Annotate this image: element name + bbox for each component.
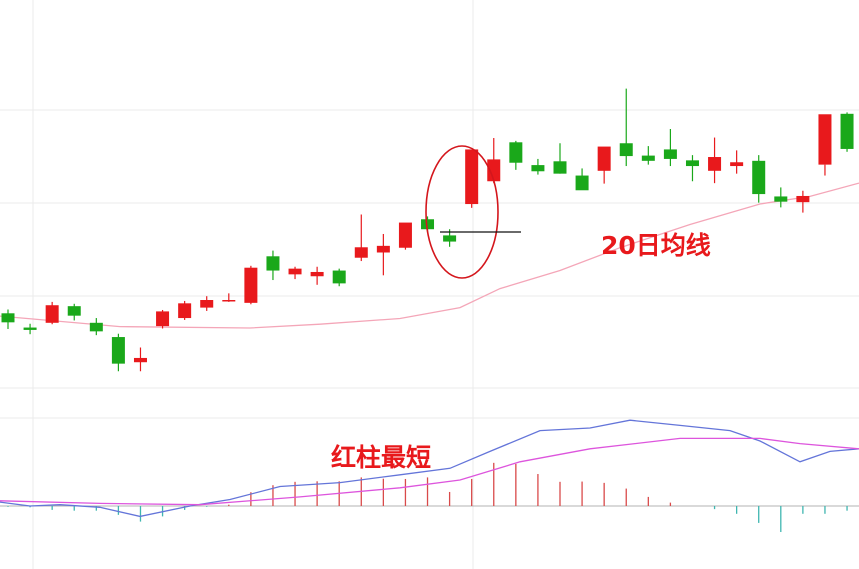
highlight-ellipse bbox=[425, 145, 499, 279]
candle bbox=[509, 140, 523, 170]
candle bbox=[45, 301, 59, 325]
candle bbox=[663, 129, 677, 167]
candle bbox=[575, 168, 589, 191]
candle-body bbox=[1, 313, 15, 323]
candle bbox=[730, 150, 744, 174]
ma20-layer bbox=[0, 182, 859, 329]
candle-body bbox=[597, 146, 611, 171]
candle-body bbox=[840, 113, 854, 149]
candle-body bbox=[222, 300, 236, 302]
macd-hist-label: 红柱最短 bbox=[331, 443, 431, 472]
candle bbox=[752, 155, 766, 203]
candle bbox=[156, 309, 170, 329]
candle-body bbox=[708, 157, 722, 171]
candle bbox=[774, 187, 788, 208]
candle bbox=[133, 347, 147, 372]
candle bbox=[222, 293, 236, 302]
candle bbox=[332, 268, 346, 287]
candle-body bbox=[752, 160, 766, 195]
candle-body bbox=[67, 306, 81, 316]
annotation-layer: 20日均线 红柱最短 bbox=[331, 145, 711, 472]
candle bbox=[398, 222, 412, 250]
candle-body bbox=[575, 175, 589, 191]
candle-body bbox=[398, 222, 412, 248]
candle-body bbox=[310, 271, 324, 277]
candle bbox=[597, 146, 611, 184]
candle bbox=[840, 112, 854, 152]
candle-body bbox=[421, 219, 435, 230]
candle-body bbox=[133, 357, 147, 363]
candle-body bbox=[266, 256, 280, 271]
candle bbox=[244, 265, 258, 305]
candle-body bbox=[487, 159, 501, 182]
candle bbox=[685, 155, 699, 182]
candle bbox=[818, 114, 832, 176]
candle bbox=[266, 250, 280, 281]
candle bbox=[487, 138, 501, 184]
macd-layer bbox=[0, 419, 859, 532]
candle-body bbox=[443, 235, 457, 242]
candle-body bbox=[178, 303, 192, 319]
candle-body bbox=[796, 195, 810, 203]
candle-body bbox=[23, 327, 37, 330]
candle bbox=[531, 158, 545, 175]
candles-layer bbox=[1, 88, 854, 372]
candle-body bbox=[111, 337, 125, 364]
candle bbox=[708, 137, 722, 184]
candle-body bbox=[45, 305, 59, 323]
candle-body bbox=[730, 162, 744, 167]
candle bbox=[641, 146, 655, 165]
candle bbox=[376, 233, 390, 276]
candle-body bbox=[553, 161, 567, 174]
candle-body bbox=[663, 149, 677, 159]
candle-body bbox=[641, 155, 655, 161]
ma20-label: 20日均线 bbox=[601, 231, 711, 260]
candle-body bbox=[685, 160, 699, 167]
candle bbox=[310, 266, 324, 285]
candle bbox=[354, 214, 368, 262]
candle bbox=[200, 296, 214, 311]
candle-body bbox=[89, 322, 103, 332]
candle bbox=[796, 190, 810, 213]
candle bbox=[465, 149, 479, 208]
candle-body bbox=[531, 165, 545, 172]
candle bbox=[288, 266, 302, 280]
candle-body bbox=[332, 270, 346, 284]
candle bbox=[1, 309, 15, 329]
candle bbox=[111, 333, 125, 372]
candle bbox=[553, 143, 567, 174]
candle-body bbox=[619, 143, 633, 157]
candle-body bbox=[288, 268, 302, 275]
candle bbox=[89, 318, 103, 336]
candle-body bbox=[818, 114, 832, 165]
candle-body bbox=[509, 142, 523, 163]
macd-dea-line bbox=[0, 437, 859, 506]
candle-body bbox=[200, 300, 214, 308]
candle bbox=[619, 88, 633, 167]
candle-body bbox=[376, 245, 390, 253]
candle-body bbox=[774, 196, 788, 202]
candle-body bbox=[354, 247, 368, 258]
candle bbox=[23, 323, 37, 335]
candle bbox=[178, 300, 192, 320]
candle-body bbox=[156, 311, 170, 327]
candle bbox=[67, 303, 81, 321]
ma20-line bbox=[0, 182, 859, 329]
candle-body bbox=[465, 149, 479, 205]
candle-body bbox=[244, 267, 258, 303]
macd-dif-line bbox=[0, 419, 859, 518]
